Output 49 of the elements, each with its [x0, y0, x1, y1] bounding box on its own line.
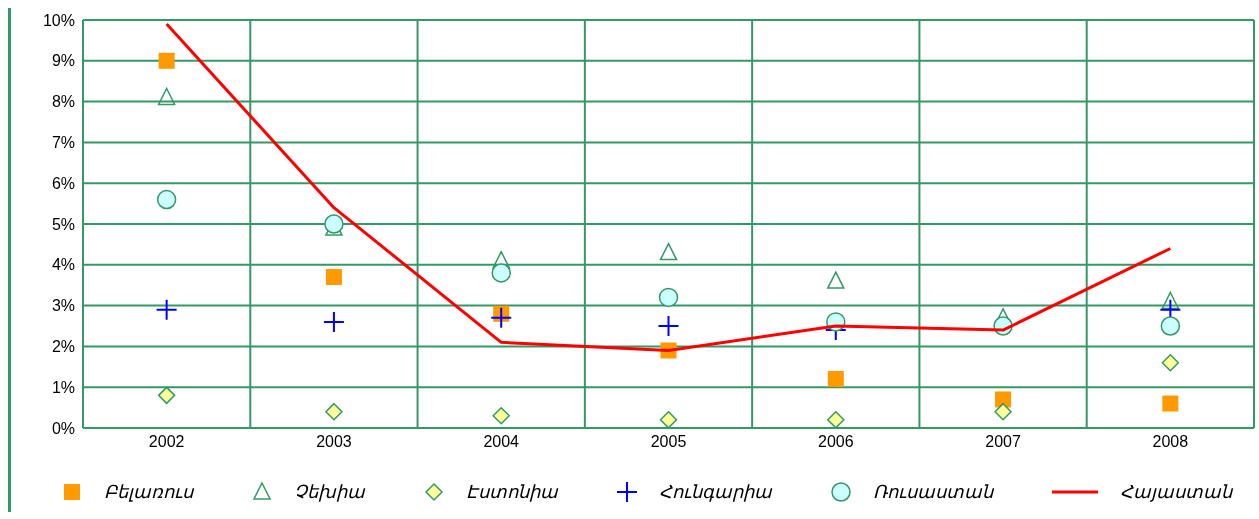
point — [492, 250, 510, 269]
y-tick-label: 0% — [51, 419, 75, 437]
legend-label: Ռուսաստան — [873, 481, 994, 503]
legend-label: Չեխիա — [293, 481, 365, 503]
x-tick-label: 2006 — [817, 433, 854, 451]
y-tick-label: 5% — [51, 215, 75, 233]
legend-label: Բելառուս — [103, 481, 193, 503]
legend-label: Հունգարիա — [659, 481, 773, 503]
y-tick-label: 4% — [51, 256, 75, 274]
point — [157, 87, 176, 106]
x-tick-label: 2007 — [985, 433, 1021, 451]
x-tick-label: 2008 — [1152, 433, 1189, 451]
point — [995, 391, 1012, 408]
point — [322, 310, 345, 333]
y-tick-label: 10% — [42, 11, 75, 29]
point — [1160, 316, 1181, 336]
point — [657, 315, 680, 337]
point — [325, 269, 342, 286]
legend-label: Հայաստան — [1120, 481, 1233, 503]
point — [325, 402, 343, 421]
point — [157, 386, 176, 405]
point — [156, 189, 177, 210]
point — [1162, 395, 1179, 412]
point — [1161, 291, 1180, 310]
legend-label: Էստոնիա — [465, 481, 558, 503]
x-tick-label: 2003 — [316, 433, 352, 451]
point — [658, 287, 679, 308]
y-tick-label: 6% — [51, 174, 75, 192]
point — [1161, 353, 1180, 372]
point — [158, 52, 175, 69]
y-tick-label: 3% — [51, 297, 75, 315]
point — [155, 298, 178, 321]
y-tick-label: 2% — [51, 338, 75, 356]
x-tick-label: 2004 — [483, 433, 520, 451]
point — [491, 263, 511, 283]
point — [490, 306, 513, 329]
point — [827, 271, 845, 289]
y-tick-label: 9% — [51, 52, 75, 70]
point — [492, 407, 510, 425]
y-tick-label: 8% — [51, 93, 75, 111]
x-tick-label: 2005 — [650, 433, 687, 451]
point — [827, 411, 845, 428]
point — [827, 371, 844, 388]
y-tick-label: 1% — [51, 378, 75, 396]
x-tick-label: 2002 — [148, 433, 185, 451]
point — [994, 402, 1012, 421]
point — [659, 242, 678, 261]
y-tick-label: 7% — [51, 134, 75, 152]
point — [659, 411, 678, 428]
